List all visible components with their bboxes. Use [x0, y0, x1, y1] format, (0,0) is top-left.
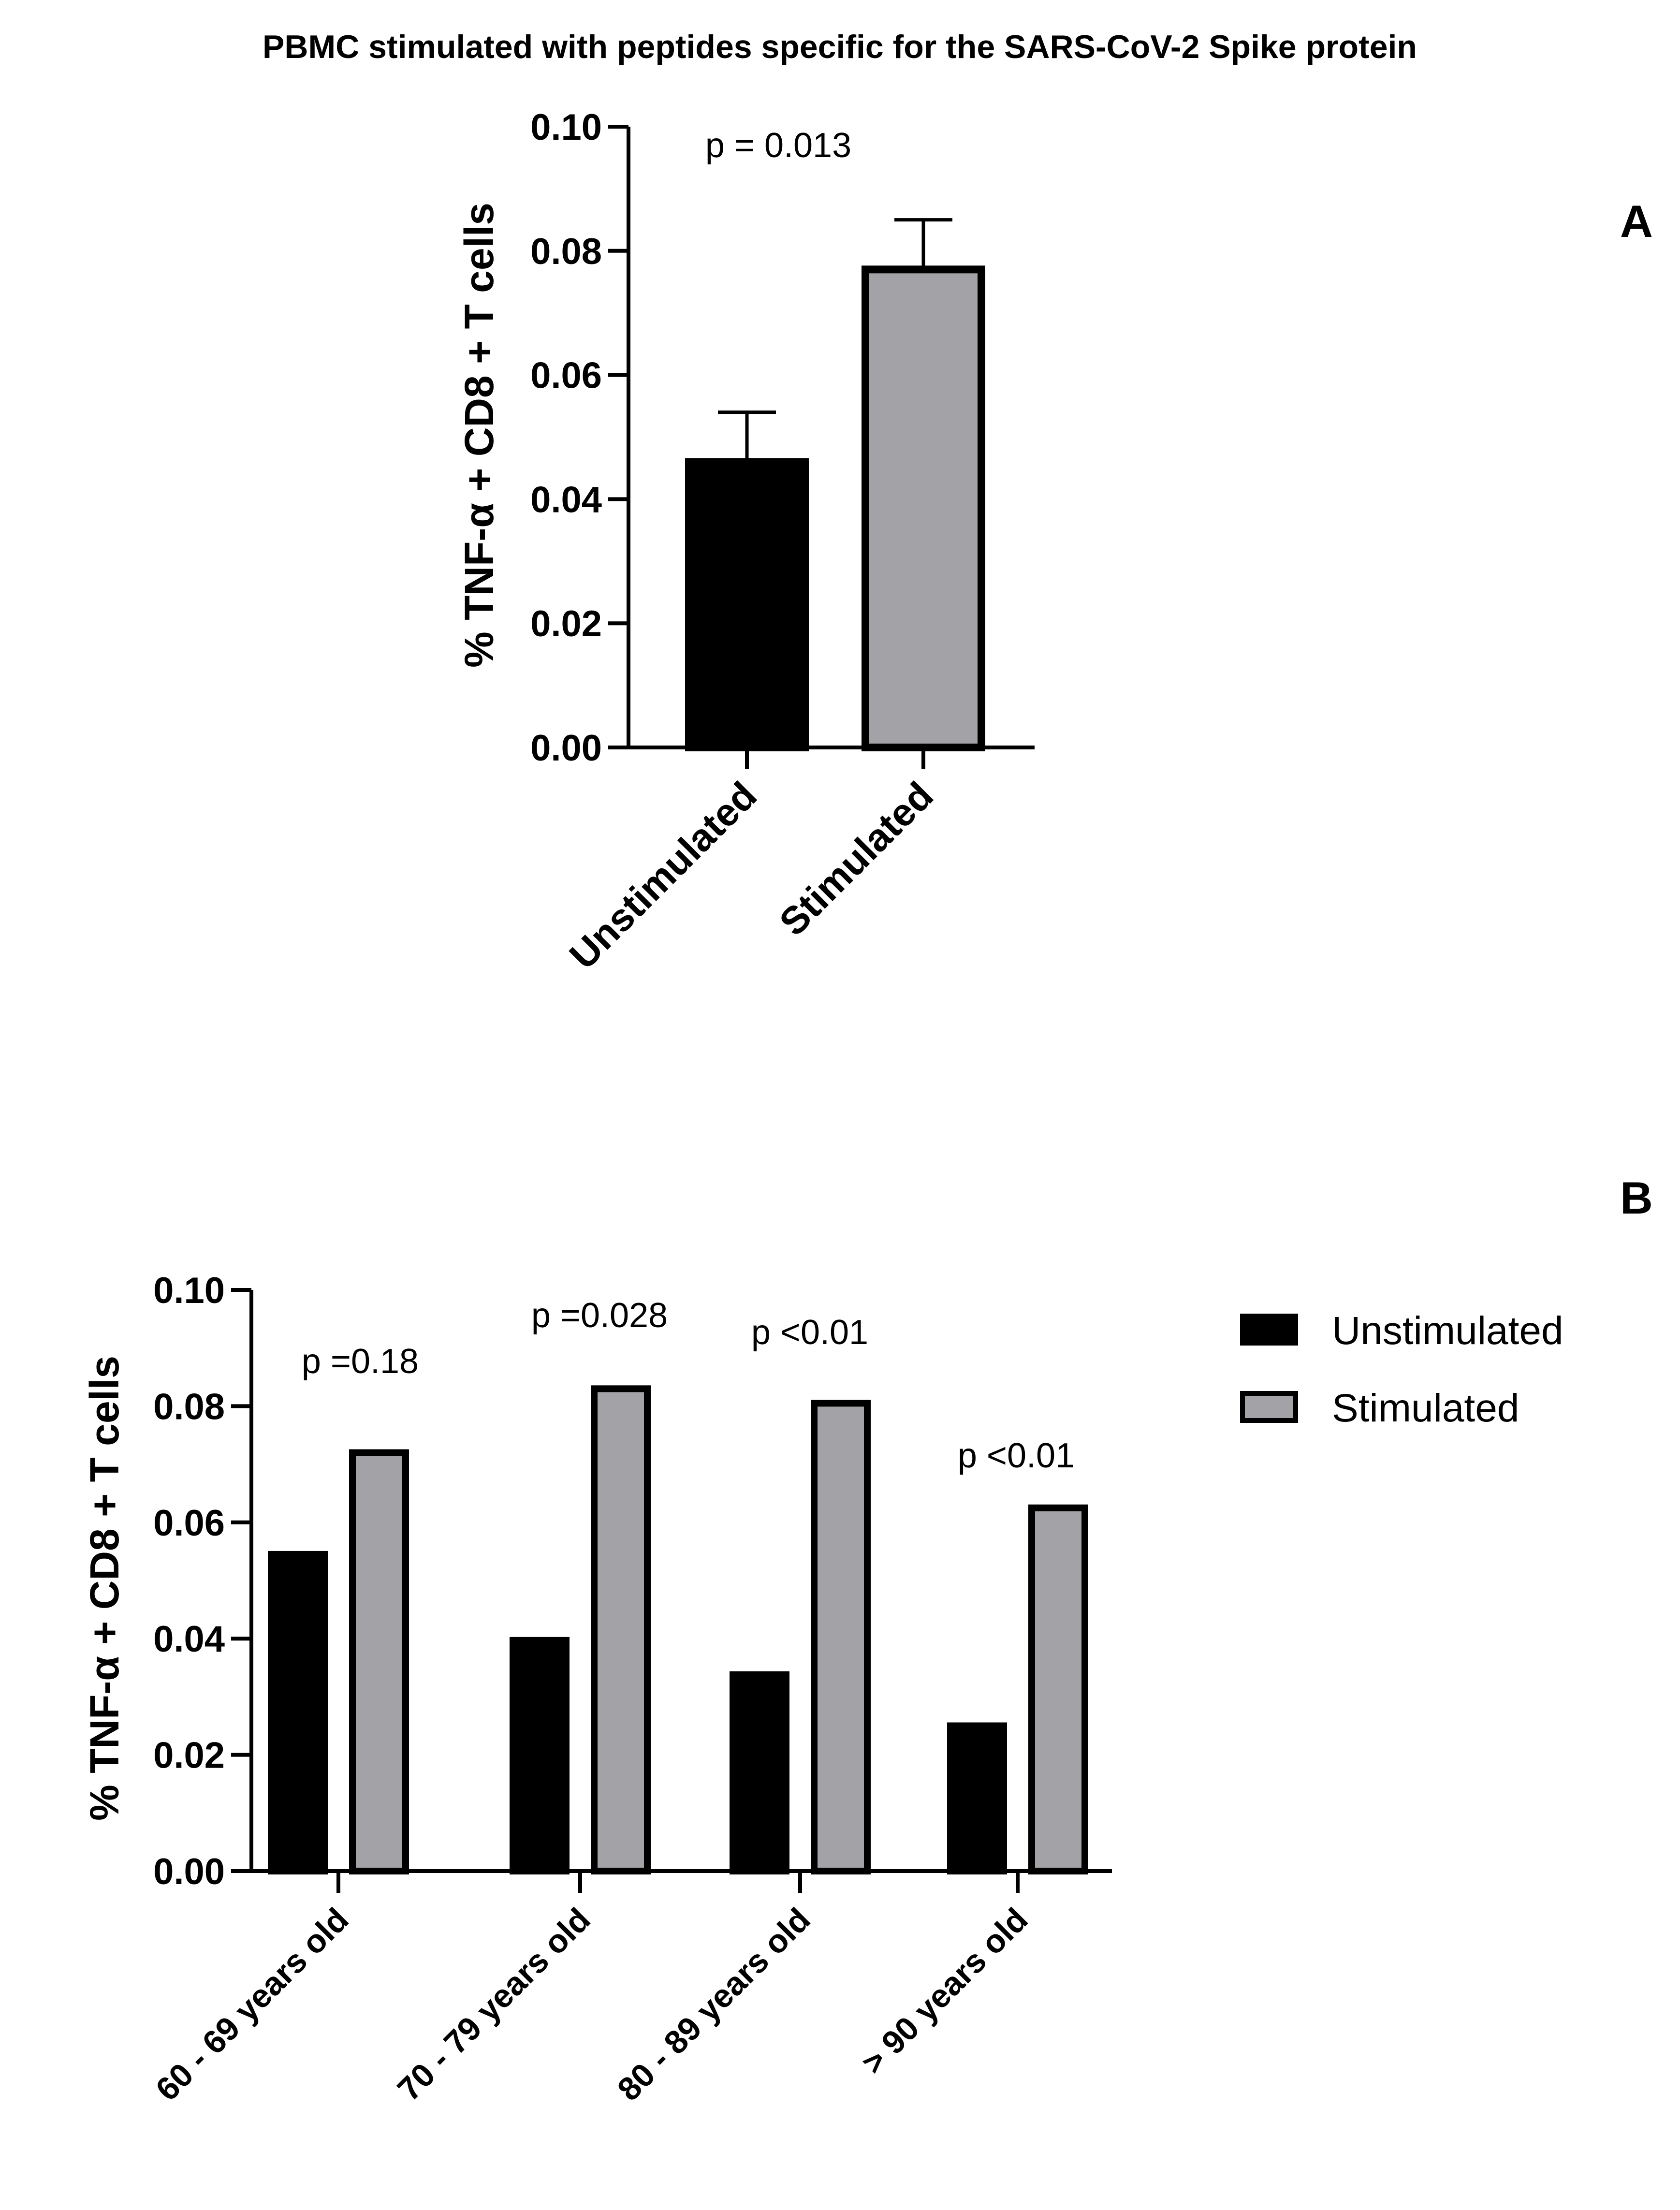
panel-b-p-value: p <0.01 [751, 1313, 868, 1352]
panel-a-bar-unstimulated [685, 458, 809, 751]
panel-a-chart: A % TNF-α + CD8 + T cells 0.00 0.02 0.04 0.… [456, 107, 1653, 977]
panel-b-p-value: p =0.18 [302, 1342, 419, 1381]
panel-b-category-label: > 90 years old [854, 1901, 1035, 2081]
panel-b-bar-stimulated [1028, 1504, 1088, 1874]
panel-a-y-tick-label: 0.08 [530, 231, 602, 272]
panel-b-p-value: p =0.028 [531, 1296, 668, 1335]
panel-a-y-tick-label: 0.02 [530, 603, 602, 644]
panel-b-chart: B % TNF-α + CD8 + T cells Unstimulated S… [82, 1172, 1653, 2108]
figure-title: PBMC stimulated with peptides specific f… [263, 29, 1417, 65]
panel-b-bar-stimulated [591, 1385, 651, 1875]
legend-label-unstimulated: Unstimulated [1332, 1309, 1563, 1353]
panel-a-p-value: p = 0.013 [705, 126, 851, 165]
panel-b-y-tick-label: 0.08 [153, 1386, 225, 1427]
panel-b-bar-stimulated [349, 1449, 409, 1875]
panel-a-y-tick-label: 0.04 [530, 479, 602, 520]
panel-a-y-tick-label: 0.00 [530, 728, 602, 769]
panel-b-y-tick-label: 0.04 [153, 1619, 225, 1660]
panel-a-category-label: Unstimulated [561, 774, 765, 977]
panel-a-y-axis-title: % TNF-α + CD8 + T cells [456, 203, 502, 668]
panel-b-bar-unstimulated [510, 1637, 570, 1874]
legend-swatch-stimulated [1240, 1391, 1298, 1423]
panel-a-y-tick-label: 0.06 [530, 355, 602, 396]
panel-b-label: B [1620, 1172, 1653, 1223]
panel-b-category-label: 60 - 69 years old [149, 1901, 356, 2108]
panel-b-y-tick-label: 0.02 [153, 1735, 225, 1776]
legend-swatch-unstimulated [1240, 1314, 1298, 1346]
panel-b-category-label: 80 - 89 years old [611, 1901, 818, 2108]
panel-b-y-tick-label: 0.10 [153, 1270, 225, 1311]
panel-b-bar-stimulated [811, 1400, 871, 1874]
panel-b-bar-unstimulated [730, 1671, 789, 1875]
legend: Unstimulated Stimulated [1240, 1309, 1563, 1430]
panel-b-y-tick-label: 0.06 [153, 1503, 225, 1544]
panel-b-y-axis-title: % TNF-α + CD8 + T cells [82, 1356, 127, 1821]
panel-a-bar-stimulated [862, 265, 985, 751]
legend-label-stimulated: Stimulated [1332, 1386, 1519, 1430]
panel-a-y-tick-label: 0.10 [530, 107, 602, 148]
panel-b-bar-unstimulated [947, 1722, 1007, 1874]
panel-a-category-label: Stimulated [771, 774, 941, 944]
panel-b-category-label: 70 - 79 years old [391, 1901, 598, 2108]
panel-b-bar-unstimulated [268, 1551, 328, 1874]
panel-b-y-tick-label: 0.00 [153, 1851, 225, 1892]
panel-a-label: A [1620, 196, 1653, 247]
panel-b-p-value: p <0.01 [958, 1436, 1075, 1475]
